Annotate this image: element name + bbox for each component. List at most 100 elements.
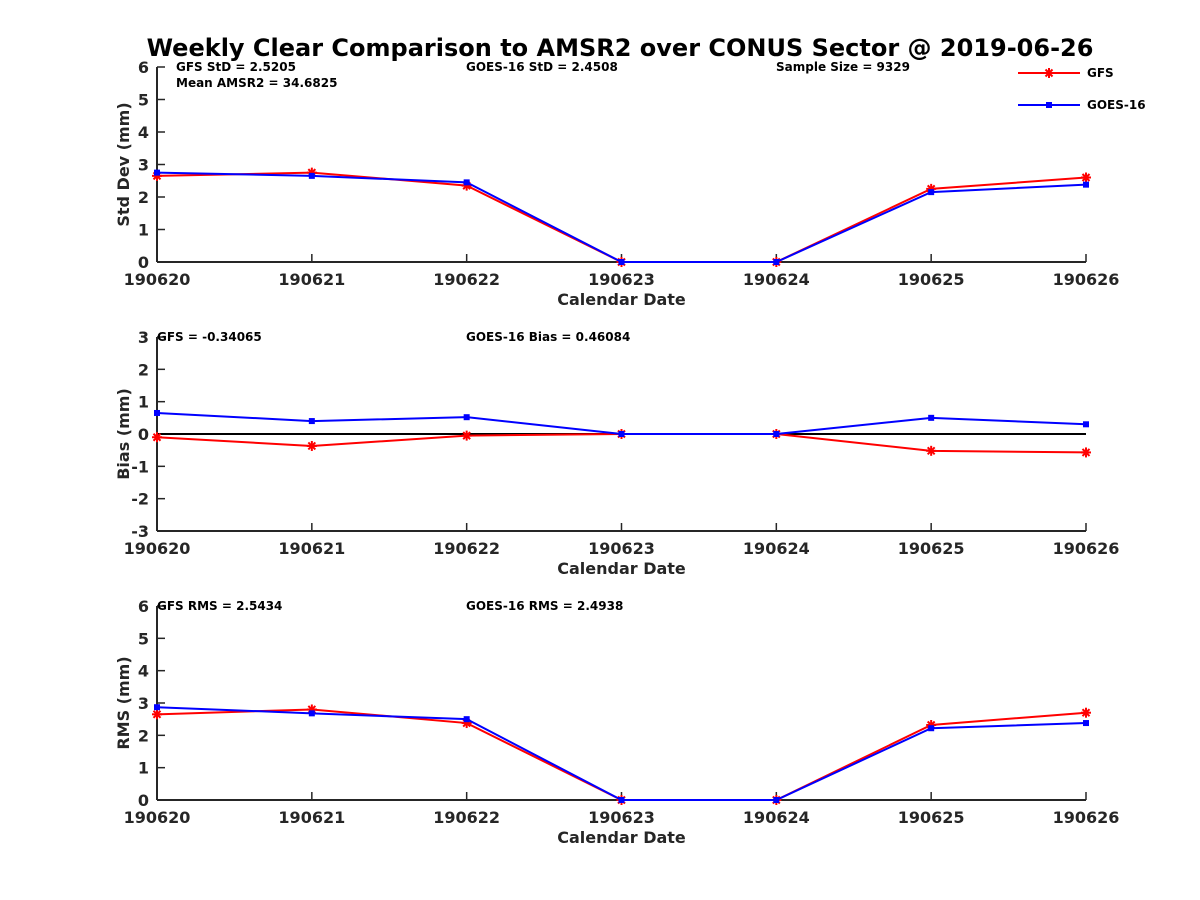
data-point-goes16 [308,418,315,425]
x-tick-label: 190622 [433,270,500,289]
data-point-gfs [152,432,162,443]
y-tick-label: 4 [138,123,149,142]
data-point-gfs [306,440,317,451]
data-point-goes16 [773,797,780,803]
data-point-gfs [1081,707,1091,718]
x-tick-label: 190624 [743,270,810,289]
data-point-goes16 [773,431,780,437]
x-tick-label: 190623 [588,539,655,558]
data-point-goes16 [928,189,935,196]
x-tick-label: 190626 [1053,270,1120,289]
data-point-goes16 [463,179,470,186]
panel-2: -3 -2 -1 0 1 2 3 190620 190621 190622 190623 190624… [114,328,1119,578]
data-point-goes16 [1083,181,1089,188]
y-tick-label: 3 [138,694,149,713]
y-tick-label: 3 [138,328,149,347]
x-axis-label: Calendar Date [557,290,686,309]
data-point-goes16 [1083,720,1089,727]
x-tick-label: 190625 [898,808,965,827]
data-point-goes16 [463,716,470,723]
x-tick-label: 190626 [1053,539,1120,558]
y-tick-label: 2 [138,188,149,207]
x-tick-label: 190623 [588,270,655,289]
annotation-mean-amsr2: Mean AMSR2 = 34.6825 [176,76,337,90]
y-tick-label: -1 [131,457,149,476]
y-tick-label: 1 [138,393,149,412]
data-point-goes16 [618,431,625,437]
y-tick-label: 5 [138,629,149,648]
y-tick-label: -3 [131,522,149,541]
x-tick-label: 190621 [278,270,345,289]
data-point-goes16 [154,169,160,176]
x-tick-label: 190626 [1053,808,1120,827]
data-point-goes16 [308,172,315,179]
series-line-gfs [156,171,1087,263]
data-point-goes16 [928,414,935,421]
x-tick-label: 190620 [124,808,191,827]
data-point-goes16 [773,259,780,265]
data-point-goes16 [928,725,935,732]
y-tick-label: 6 [138,597,149,616]
data-point-goes16 [618,259,625,265]
x-tick-label: 190624 [743,808,810,827]
annotation-gfs: GFS = -0.34065 [157,330,262,344]
y-tick-label: -2 [131,490,149,509]
series-line-goes16 [156,706,1087,801]
data-point-gfs [1081,172,1091,183]
annotation-goes16: GOES-16 StD = 2.4508 [466,60,618,74]
x-tick-label: 190625 [898,270,965,289]
data-point-goes16 [154,704,160,711]
legend-item-goes16: GOES-16 [1018,98,1146,112]
series-line-gfs [156,708,1087,801]
legend-goes16-marker [1046,102,1052,108]
y-tick-label: 6 [138,58,149,77]
x-axis-label: Calendar Date [557,828,686,847]
x-tick-label: 190625 [898,539,965,558]
x-tick-label: 190620 [124,539,191,558]
y-axis-label: Bias (mm) [114,388,133,480]
legend-goes16-label: GOES-16 [1087,98,1146,112]
figure-title: Weekly Clear Comparison to AMSR2 over CO… [147,34,1094,62]
y-tick-label: 4 [138,662,149,681]
x-tick-label: 190622 [433,808,500,827]
data-point-gfs [1081,447,1091,458]
x-tick-label: 190621 [278,539,345,558]
y-axis-label: Std Dev (mm) [114,102,133,226]
legend-item-gfs: GFS [1018,66,1114,80]
panels: 0 1 2 3 4 5 6 190620 190621 190622 190623 190624 190… [114,58,1119,847]
legend-gfs-label: GFS [1087,66,1114,80]
panel-3: 0 1 2 3 4 5 6 190620 190621 190622 190623 190624 190… [114,597,1119,847]
y-axis-label: RMS (mm) [114,656,133,749]
panel-1: 0 1 2 3 4 5 6 190620 190621 190622 190623 190624 190… [114,58,1119,309]
data-point-goes16 [463,414,470,421]
y-tick-label: 3 [138,156,149,175]
data-point-goes16 [618,797,625,803]
annotation-gfs: GFS RMS = 2.5434 [157,599,282,613]
data-point-goes16 [308,710,315,717]
y-tick-label: 0 [138,425,149,444]
data-point-gfs [461,430,472,441]
y-tick-label: 5 [138,91,149,110]
data-point-gfs [152,709,162,720]
y-tick-label: 0 [138,253,149,272]
x-tick-label: 190621 [278,808,345,827]
x-tick-label: 190624 [743,539,810,558]
annotation-goes16: GOES-16 Bias = 0.46084 [466,330,630,344]
legend-gfs-marker [1044,68,1054,78]
x-axis-label: Calendar Date [557,559,686,578]
y-tick-label: 2 [138,360,149,379]
data-point-gfs [926,445,937,456]
legend: GFS GOES-16 [1018,66,1146,112]
series-line-goes16 [156,171,1087,263]
data-point-goes16 [1083,421,1089,428]
y-tick-label: 0 [138,791,149,810]
x-tick-label: 190622 [433,539,500,558]
y-tick-label: 2 [138,726,149,745]
y-tick-label: 1 [138,221,149,240]
x-tick-label: 190620 [124,270,191,289]
x-tick-label: 190623 [588,808,655,827]
data-point-goes16 [154,409,160,416]
annotation-goes16: GOES-16 RMS = 2.4938 [466,599,623,613]
